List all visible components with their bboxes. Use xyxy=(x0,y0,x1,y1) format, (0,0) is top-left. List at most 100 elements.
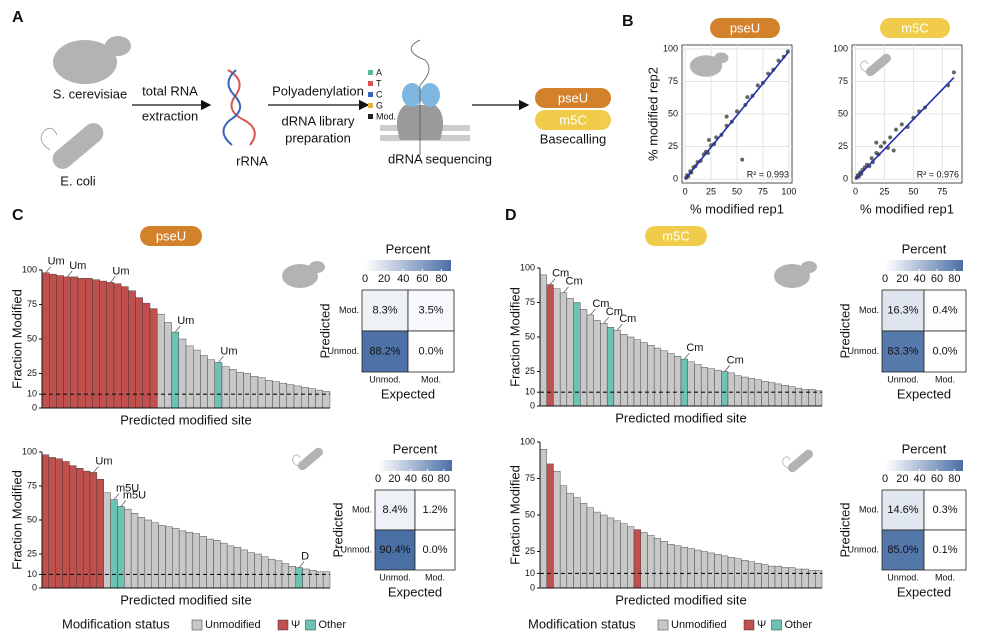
bar xyxy=(77,278,86,409)
bar xyxy=(794,387,803,407)
cell-label: 8.4% xyxy=(382,504,407,516)
r-squared: R² = 0.976 xyxy=(917,169,959,179)
y-tick-label: 10 xyxy=(27,569,37,579)
bar xyxy=(593,320,601,407)
bar xyxy=(82,470,91,589)
bar xyxy=(546,284,554,407)
bar xyxy=(62,461,70,589)
point xyxy=(899,122,904,127)
colorbar-tick-label: 80 xyxy=(435,273,447,285)
point xyxy=(894,127,898,132)
legend-title: Modification status xyxy=(62,616,170,631)
bar xyxy=(687,548,695,589)
bar xyxy=(250,376,259,409)
y-tick-label: 75 xyxy=(27,480,37,490)
x-tick-label: 75 xyxy=(937,186,947,196)
y-tick-label: 25 xyxy=(27,548,37,558)
bar xyxy=(96,479,104,589)
bar xyxy=(566,298,574,407)
bar xyxy=(135,297,144,409)
row-label: Mod. xyxy=(352,504,372,514)
y-tick-label: 0 xyxy=(673,173,678,183)
base-swatch xyxy=(368,92,373,97)
panel-label: D xyxy=(505,207,517,224)
annotation: Um xyxy=(48,256,65,268)
bar xyxy=(667,353,675,407)
point xyxy=(755,83,760,88)
fit-line xyxy=(684,51,790,180)
panel-label: C xyxy=(12,207,24,224)
x-axis-label: % modified rep1 xyxy=(860,201,954,216)
bar xyxy=(55,458,63,589)
y-tick-label: 0 xyxy=(32,402,37,412)
bar xyxy=(680,358,688,407)
annotation-leader xyxy=(110,276,116,283)
bar xyxy=(674,356,682,407)
bar xyxy=(741,376,749,407)
bar xyxy=(721,555,729,589)
model-pill xyxy=(140,226,202,246)
point xyxy=(882,140,887,145)
model-pill xyxy=(535,110,611,130)
fit-line xyxy=(854,76,955,180)
base-label: Mod. xyxy=(376,111,396,121)
annotation-leader xyxy=(174,325,181,333)
ecoli-flagella xyxy=(860,60,869,73)
panel-label: A xyxy=(12,9,24,26)
bar xyxy=(559,485,568,589)
model-pill xyxy=(645,226,707,246)
bar xyxy=(286,384,295,409)
cell-label: 85.0% xyxy=(887,544,918,556)
bar xyxy=(295,567,303,589)
bar xyxy=(84,278,93,409)
bar xyxy=(288,566,296,589)
heat-cell xyxy=(407,330,455,373)
legend-swatch xyxy=(277,619,289,631)
legend-swatch xyxy=(305,619,316,631)
r-squared: R² = 0.993 xyxy=(747,169,789,179)
bar xyxy=(593,511,601,589)
x-axis-label: Predicted modified site xyxy=(615,410,747,425)
cell-label: 0.1% xyxy=(932,544,957,556)
col-label: Mod. xyxy=(935,572,955,582)
colorbar-tick-label: 40 xyxy=(914,473,926,485)
bar xyxy=(302,568,310,589)
bar xyxy=(660,541,668,589)
x-axis-label: Predicted modified site xyxy=(615,592,747,607)
bar xyxy=(573,497,581,589)
bar xyxy=(653,347,662,407)
model-name: m5C xyxy=(901,20,928,35)
x-axis-label: % modified rep1 xyxy=(690,201,784,216)
cell-label: 14.6% xyxy=(887,504,918,516)
y-axis-label: Fraction Modified xyxy=(507,465,522,565)
bar xyxy=(788,567,796,589)
col-label: Unmod. xyxy=(369,374,401,384)
bar xyxy=(192,533,200,589)
bar xyxy=(172,527,180,589)
legend-swatch xyxy=(191,619,203,631)
bar xyxy=(647,345,655,407)
bar xyxy=(247,552,255,589)
base-swatch xyxy=(368,103,373,108)
y-tick-label: 75 xyxy=(668,76,678,86)
bar xyxy=(606,517,615,589)
colorbar xyxy=(885,460,963,471)
bar xyxy=(89,472,98,589)
bar xyxy=(308,388,316,409)
y-tick-label: 25 xyxy=(525,546,535,556)
col-axis-label: Expected xyxy=(388,584,442,599)
row-label: Mod. xyxy=(339,305,359,315)
colorbar-tick-label: 80 xyxy=(948,273,960,285)
bar xyxy=(580,503,588,589)
bar xyxy=(213,540,221,589)
x-tick-label: 0 xyxy=(683,186,688,196)
model-name: pseU xyxy=(730,20,760,35)
point xyxy=(951,70,956,75)
colorbar-tick-label: 60 xyxy=(416,273,428,285)
cell-label: 16.3% xyxy=(887,304,918,316)
point xyxy=(869,156,874,161)
model-pill xyxy=(535,88,611,108)
bar xyxy=(721,371,729,407)
bar xyxy=(41,454,50,589)
y-tick-label: 75 xyxy=(525,473,535,483)
